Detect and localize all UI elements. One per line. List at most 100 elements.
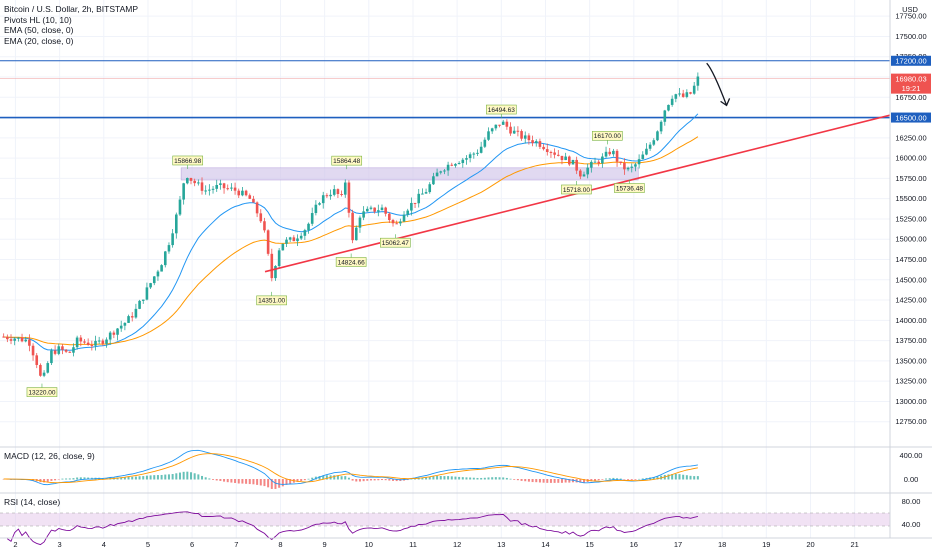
- candle-body: [369, 207, 373, 209]
- macd-histogram-bar: [527, 479, 530, 482]
- symbol-title[interactable]: Bitcoin / U.S. Dollar, 2h, BITSTAMP: [4, 4, 138, 14]
- candle-body: [79, 337, 83, 342]
- candle-body: [2, 336, 5, 338]
- last-price-tag-text: 16980.03: [895, 74, 926, 83]
- candle-body: [641, 154, 645, 160]
- candle-body: [329, 194, 332, 197]
- rsi-pane: [0, 492, 932, 546]
- macd-histogram-bar: [208, 478, 211, 480]
- candle-body: [421, 193, 424, 195]
- candle-body: [402, 214, 406, 222]
- macd-histogram-bar: [678, 474, 681, 480]
- macd-histogram-bar: [149, 475, 152, 480]
- candle-body: [365, 208, 369, 212]
- macd-histogram-bar: [696, 476, 699, 480]
- time-tick: 15: [585, 540, 593, 549]
- candle-body: [332, 189, 336, 195]
- price-tick: 13500.00: [895, 356, 926, 365]
- time-tick: 21: [850, 540, 858, 549]
- macd-histogram-bar: [542, 479, 545, 483]
- macd-histogram-bar: [638, 478, 641, 480]
- macd-histogram-bar: [443, 476, 446, 480]
- candle-body: [406, 210, 410, 215]
- candle-body: [696, 76, 700, 86]
- indicator-ema20[interactable]: EMA (20, close, 0): [4, 35, 74, 46]
- macd-histogram-bar: [568, 479, 571, 483]
- candle-body: [435, 172, 439, 177]
- time-tick: 14: [541, 540, 549, 549]
- candle-body: [28, 339, 31, 346]
- pivot-label: 14351.00: [258, 298, 285, 305]
- macd-histogram-bar: [281, 479, 284, 487]
- candle-body: [579, 170, 582, 177]
- supply-zone: [180, 167, 639, 181]
- macd-histogram-bar: [175, 473, 178, 480]
- candle-body: [549, 152, 553, 154]
- projection-arrow[interactable]: [706, 62, 731, 107]
- candle-body: [568, 156, 571, 165]
- macd-histogram-bar: [461, 477, 464, 480]
- candle-body: [545, 149, 549, 153]
- candle-body: [461, 159, 465, 164]
- macd-histogram-bar: [494, 477, 497, 480]
- candle-body: [277, 250, 281, 267]
- candle-body: [443, 170, 446, 172]
- macd-histogram-bar: [307, 478, 310, 480]
- macd-histogram-bar: [358, 479, 361, 482]
- candle-body: [538, 141, 542, 147]
- macd-label[interactable]: MACD (12, 26, close, 9): [4, 451, 95, 461]
- candle-body: [39, 364, 42, 376]
- macd-histogram-bar: [377, 479, 380, 481]
- candle-body: [571, 159, 575, 165]
- time-tick: 20: [806, 540, 814, 549]
- macd-histogram-bar: [263, 479, 266, 487]
- macd-histogram-bar: [671, 474, 674, 480]
- macd-histogram-bar: [197, 474, 200, 480]
- macd-histogram-bar: [57, 479, 60, 480]
- candle-body: [215, 184, 219, 189]
- candle-body: [233, 187, 237, 191]
- candle-body: [145, 287, 149, 300]
- price-tick: 17750.00: [895, 12, 926, 21]
- candle-body: [648, 144, 652, 149]
- candle-body: [204, 190, 207, 192]
- price-tick: 14000.00: [895, 316, 926, 325]
- macd-histogram-bar: [388, 479, 391, 481]
- time-tick: 12: [453, 540, 461, 549]
- indicator-pivots[interactable]: Pivots HL (10, 10): [4, 14, 72, 25]
- candle-body: [417, 193, 421, 204]
- macd-histogram-bar: [340, 476, 343, 480]
- macd-histogram-bar: [322, 475, 325, 480]
- pivot-label: 14824.66: [338, 259, 365, 266]
- macd-histogram-bar: [605, 478, 608, 480]
- macd-line: [3, 449, 698, 486]
- indicator-ema50[interactable]: EMA (50, close, 0): [4, 25, 74, 35]
- macd-histogram-bar: [579, 479, 582, 483]
- macd-histogram-bar: [267, 479, 270, 488]
- candle-body: [490, 128, 494, 132]
- candle-body: [450, 164, 454, 166]
- pivot-label: 15718.00: [563, 187, 590, 194]
- candle-body: [112, 332, 116, 335]
- macd-histogram-bar: [531, 479, 534, 483]
- candle-body: [564, 156, 567, 161]
- horizontal-levels[interactable]: [0, 60, 890, 119]
- candle-body: [446, 164, 450, 171]
- candle-body: [667, 104, 670, 111]
- rsi-label[interactable]: RSI (14, close): [4, 497, 61, 507]
- candle-body: [189, 177, 193, 181]
- candle-body: [388, 213, 391, 221]
- time-tick: 19: [762, 540, 770, 549]
- candle-body: [527, 135, 531, 141]
- time-tick: 8: [278, 540, 282, 549]
- macd-histogram-bar: [303, 479, 306, 481]
- macd-histogram-bar: [472, 477, 475, 480]
- candle-body: [226, 188, 230, 190]
- candle-body: [219, 183, 222, 185]
- time-tick: 4: [102, 540, 106, 549]
- macd-histogram-bar: [425, 477, 428, 480]
- price-tick: 14250.00: [895, 296, 926, 305]
- macd-histogram-bar: [259, 479, 262, 486]
